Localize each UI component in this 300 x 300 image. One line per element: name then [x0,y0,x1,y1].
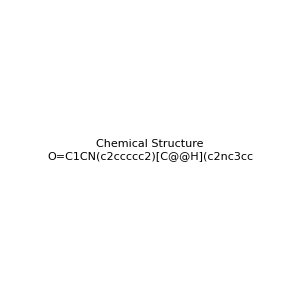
Text: Chemical Structure
O=C1CN(c2ccccc2)[C@@H](c2nc3cc: Chemical Structure O=C1CN(c2ccccc2)[C@@H… [47,139,253,161]
